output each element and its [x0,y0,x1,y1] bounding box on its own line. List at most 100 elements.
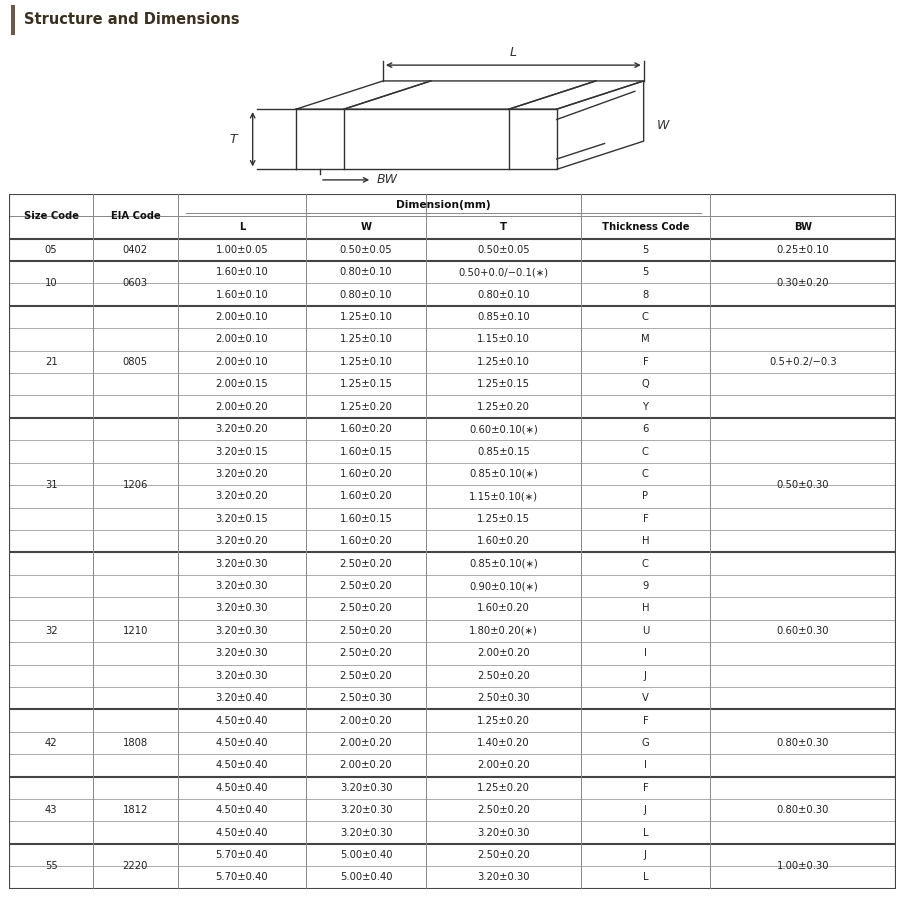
Text: V: V [642,693,649,703]
Text: M: M [641,335,650,345]
Text: 0.25±0.10: 0.25±0.10 [776,244,829,254]
Text: 2.00±0.10: 2.00±0.10 [215,335,268,345]
Text: 1.60±0.20: 1.60±0.20 [477,536,529,547]
Text: T: T [229,133,237,146]
Text: 3.20±0.20: 3.20±0.20 [215,536,268,547]
Text: 4.50±0.40: 4.50±0.40 [215,828,268,838]
Text: 0.50±0.05: 0.50±0.05 [477,244,529,254]
Text: 1.25±0.10: 1.25±0.10 [339,357,393,367]
Text: Structure and Dimensions: Structure and Dimensions [24,13,239,27]
Text: 1.40±0.20: 1.40±0.20 [477,738,529,748]
Text: W: W [657,119,669,131]
Text: 2.50±0.20: 2.50±0.20 [339,581,393,591]
Text: 3.20±0.20: 3.20±0.20 [215,424,268,434]
Text: 5.70±0.40: 5.70±0.40 [215,850,268,860]
Text: 5.00±0.40: 5.00±0.40 [339,872,392,882]
Text: 2.00±0.10: 2.00±0.10 [215,312,268,322]
Text: 0.50±0.30: 0.50±0.30 [776,481,829,491]
Text: 2.50±0.20: 2.50±0.20 [339,671,393,681]
Text: 0.50±0.05: 0.50±0.05 [339,244,393,254]
Text: 3.20±0.15: 3.20±0.15 [215,514,268,524]
Text: 05: 05 [45,244,58,254]
Text: 0.60±0.30: 0.60±0.30 [776,626,829,636]
Text: 1812: 1812 [123,805,148,815]
Text: J: J [644,671,647,681]
Text: 3.20±0.30: 3.20±0.30 [477,828,529,838]
Text: 4.50±0.40: 4.50±0.40 [215,760,268,770]
Text: I: I [644,760,647,770]
Text: 5.70±0.40: 5.70±0.40 [215,872,268,882]
Text: 0603: 0603 [123,279,148,289]
Text: 1.80±0.20(∗): 1.80±0.20(∗) [469,626,538,636]
Text: 2.50±0.20: 2.50±0.20 [477,805,529,815]
Text: 1.60±0.15: 1.60±0.15 [339,514,393,524]
Text: 3.20±0.20: 3.20±0.20 [215,491,268,501]
Text: 1.60±0.20: 1.60±0.20 [339,424,393,434]
Text: 2220: 2220 [123,862,148,872]
Text: 3.20±0.30: 3.20±0.30 [339,805,392,815]
Text: 2.00±0.10: 2.00±0.10 [215,357,268,367]
Text: 5: 5 [643,267,649,277]
Text: 1.00±0.05: 1.00±0.05 [215,244,268,254]
Text: 3.20±0.15: 3.20±0.15 [215,446,268,456]
Text: 0.80±0.30: 0.80±0.30 [776,738,829,748]
Text: F: F [643,716,648,726]
Text: 0.80±0.30: 0.80±0.30 [776,805,829,815]
Text: 1.25±0.20: 1.25±0.20 [477,716,530,726]
Text: 1.60±0.10: 1.60±0.10 [215,267,268,277]
Text: 2.50±0.30: 2.50±0.30 [339,693,393,703]
Text: 0.85±0.10(∗): 0.85±0.10(∗) [469,558,538,568]
Text: C: C [642,312,649,322]
Text: I: I [644,648,647,658]
Text: 0.85±0.15: 0.85±0.15 [477,446,529,456]
Text: H: H [642,604,649,614]
Text: BW: BW [376,174,397,186]
Text: 2.00±0.20: 2.00±0.20 [339,738,393,748]
Text: U: U [642,626,649,636]
Text: 4.50±0.40: 4.50±0.40 [215,805,268,815]
Text: 4.50±0.40: 4.50±0.40 [215,783,268,793]
Text: 1210: 1210 [123,626,148,636]
Text: G: G [642,738,649,748]
Text: 0.80±0.10: 0.80±0.10 [339,290,392,300]
Text: L: L [239,223,245,233]
Text: 5: 5 [643,244,649,254]
Text: 42: 42 [45,738,58,748]
Text: 4.50±0.40: 4.50±0.40 [215,738,268,748]
Text: 2.00±0.20: 2.00±0.20 [215,402,268,412]
Text: 3.20±0.30: 3.20±0.30 [215,648,268,658]
Text: 1.25±0.10: 1.25±0.10 [477,357,530,367]
Text: 2.00±0.20: 2.00±0.20 [339,760,393,770]
Text: 3.20±0.30: 3.20±0.30 [215,626,268,636]
Text: 1.25±0.15: 1.25±0.15 [339,379,393,389]
Text: 2.50±0.20: 2.50±0.20 [339,648,393,658]
Text: 10: 10 [45,279,58,289]
Text: 3.20±0.30: 3.20±0.30 [215,604,268,614]
Text: Y: Y [643,402,648,412]
Bar [11,5,15,35]
Text: F: F [643,783,648,793]
Text: 1.60±0.20: 1.60±0.20 [339,491,393,501]
Text: 1.25±0.20: 1.25±0.20 [477,402,530,412]
Text: 2.00±0.20: 2.00±0.20 [477,760,529,770]
Text: 3.20±0.30: 3.20±0.30 [215,558,268,568]
Text: 4.50±0.40: 4.50±0.40 [215,716,268,726]
Text: P: P [643,491,648,501]
Text: 1.15±0.10(∗): 1.15±0.10(∗) [469,491,538,501]
Text: 3.20±0.20: 3.20±0.20 [215,469,268,479]
Text: 1808: 1808 [123,738,148,748]
Text: 0402: 0402 [123,244,148,254]
Text: EIA Code: EIA Code [110,211,160,221]
Text: 0.85±0.10(∗): 0.85±0.10(∗) [469,469,538,479]
Text: Thickness Code: Thickness Code [602,223,689,233]
Text: C: C [642,469,649,479]
Text: 3.20±0.30: 3.20±0.30 [215,671,268,681]
Text: 2.00±0.15: 2.00±0.15 [215,379,268,389]
Text: 0.85±0.10: 0.85±0.10 [477,312,529,322]
Text: 1.00±0.30: 1.00±0.30 [776,862,829,872]
Text: 1.25±0.10: 1.25±0.10 [339,312,393,322]
Text: F: F [643,514,648,524]
Text: 0.5+0.2/−0.3: 0.5+0.2/−0.3 [769,357,836,367]
Text: 0.60±0.10(∗): 0.60±0.10(∗) [469,424,538,434]
Text: 1.25±0.20: 1.25±0.20 [477,783,530,793]
